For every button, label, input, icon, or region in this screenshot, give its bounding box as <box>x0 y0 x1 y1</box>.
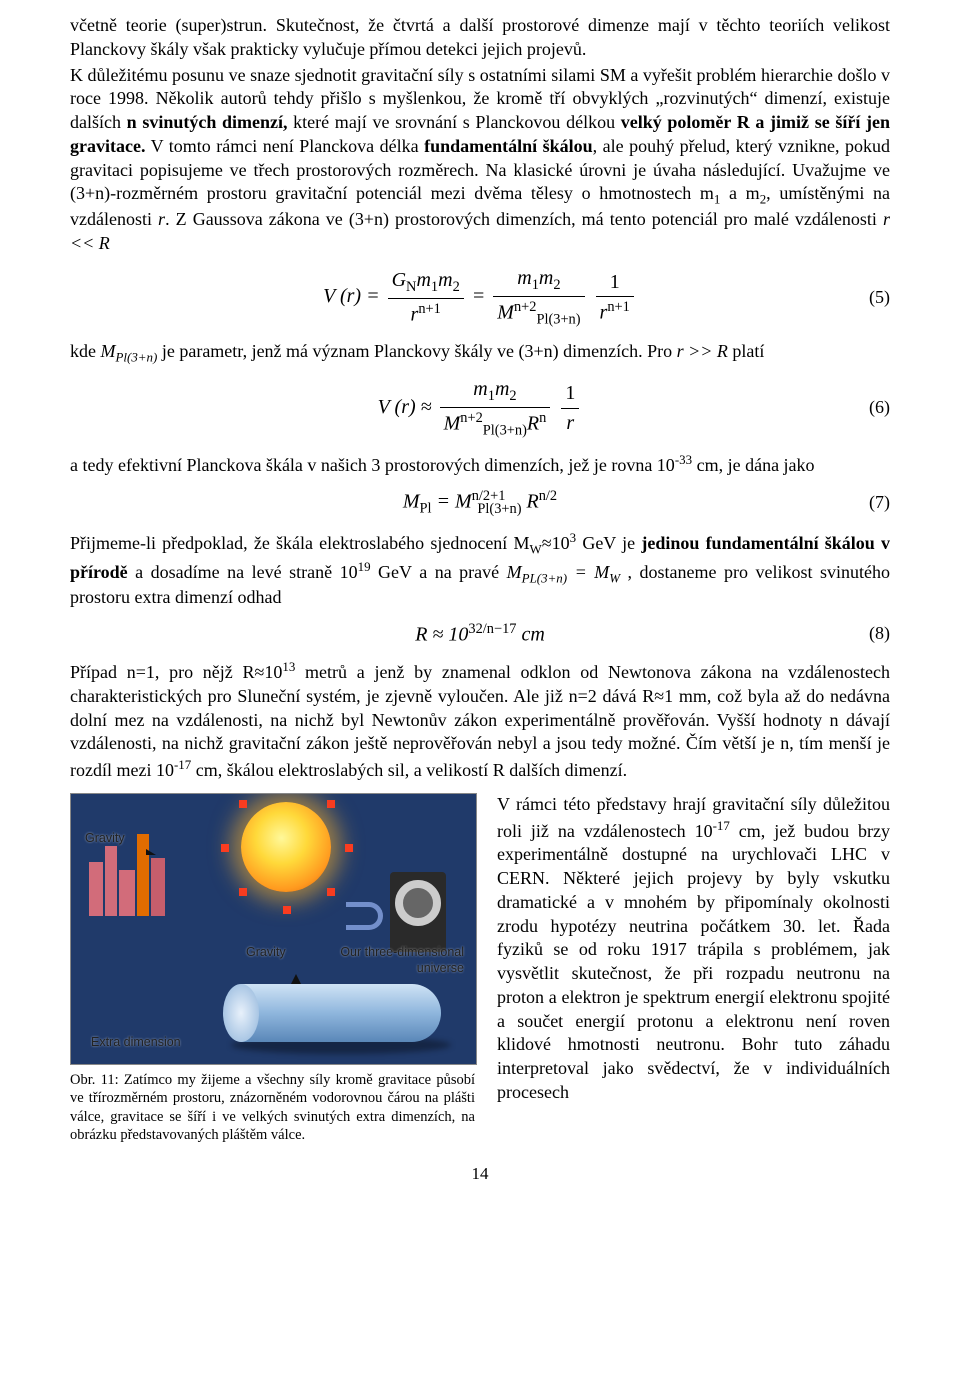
eq-fraction: 1 r <box>561 380 579 436</box>
text: GeV a na pravé <box>371 562 507 582</box>
fig-label-gravity-2: Gravity <box>246 944 286 961</box>
equation-body: V (r) = GNm1m2 rn+1 = m1m2 Mn+2Pl(3+n) 1… <box>323 265 637 330</box>
subscript: W <box>609 570 620 585</box>
body-paragraph: Případ n=1, pro nějž R≈1013 metrů a jenž… <box>70 658 890 783</box>
superscript: -33 <box>675 452 692 467</box>
text: cm, jež budou brzy experimentálně dostup… <box>497 821 890 1102</box>
figure-11-caption: Obr. 11: Zatímco my žijeme a všechny síl… <box>70 1071 475 1145</box>
subscript: Pl(3+n) <box>116 350 158 365</box>
text: a tedy efektivní Planckova škála v našic… <box>70 455 675 475</box>
sun-icon <box>241 802 331 892</box>
text: Případ n=1, pro nějž R≈10 <box>70 662 282 682</box>
text: ≈10 <box>542 533 570 553</box>
fig-label-gravity-1: Gravity <box>85 830 125 847</box>
equation-8: R ≈ 1032/n−17 cm (8) <box>70 620 890 648</box>
equation-body: R ≈ 1032/n−17 cm <box>415 620 545 648</box>
text: a dosadíme na levé straně 10 <box>128 562 358 582</box>
superscript: -17 <box>174 757 191 772</box>
figure-11: Gravity Gravity Extra dimension Our thre… <box>70 793 475 1145</box>
superscript: -17 <box>713 818 730 833</box>
eq-lhs: V (r) ≈ <box>378 396 432 418</box>
text-bold: n svinutých dimenzí, <box>127 112 288 132</box>
right-column-text: V rámci této představy hrají gravitační … <box>497 793 890 1145</box>
equation-number: (7) <box>869 491 890 515</box>
text: GeV je <box>576 533 641 553</box>
subscript: PL(3+n) <box>522 570 567 585</box>
body-paragraph: Přijmeme-li předpoklad, že škála elektro… <box>70 529 890 610</box>
equation-5: V (r) = GNm1m2 rn+1 = m1m2 Mn+2Pl(3+n) 1… <box>70 265 890 330</box>
body-paragraph: a tedy efektivní Planckova škála v našic… <box>70 451 890 478</box>
text: Přijmeme-li předpoklad, že škála elektro… <box>70 533 530 553</box>
text-italic: r >> R <box>677 341 728 361</box>
eq-lhs: V (r) = <box>323 285 379 307</box>
cylinder <box>241 984 441 1042</box>
speaker-icon <box>390 872 446 952</box>
eq-fraction: m1m2 Mn+2Pl(3+n) <box>493 265 584 330</box>
eq-fraction: 1 rn+1 <box>596 269 634 326</box>
text-italic: r <box>158 209 165 229</box>
equation-number: (8) <box>869 622 890 646</box>
fig-label-universe: Our three-dimensional universe <box>340 944 464 977</box>
body-paragraph: K důležitému posunu ve snaze sjednotit g… <box>70 64 890 256</box>
equation-body: V (r) ≈ m1m2 Mn+2Pl(3+n)Rn 1 r <box>378 376 583 441</box>
eq-fraction: GNm1m2 rn+1 <box>388 267 464 328</box>
text: a m <box>720 183 759 203</box>
body-paragraph: včetně teorie (super)strun. Skutečnost, … <box>70 14 890 62</box>
eq-fraction: m1m2 Mn+2Pl(3+n)Rn <box>440 376 551 441</box>
superscript: 19 <box>358 559 371 574</box>
subscript: W <box>530 542 542 557</box>
equation-body: MPl = Mn/2+1Pl(3+n) Rn/2 <box>403 487 557 519</box>
equation-7: MPl = Mn/2+1Pl(3+n) Rn/2 (7) <box>70 487 890 519</box>
text: V tomto rámci není Planckova délka <box>145 136 424 156</box>
text-italic: M <box>101 341 116 361</box>
figure-and-text-row: Gravity Gravity Extra dimension Our thre… <box>70 793 890 1145</box>
text-italic: M <box>507 562 522 582</box>
equation-number: (6) <box>869 396 890 420</box>
equation-6: V (r) ≈ m1m2 Mn+2Pl(3+n)Rn 1 r (6) <box>70 376 890 441</box>
text-italic: = M <box>567 562 609 582</box>
eq-eq: = <box>472 285 491 307</box>
figure-11-image: Gravity Gravity Extra dimension Our thre… <box>70 793 477 1065</box>
text: cm, je dána jako <box>692 455 814 475</box>
text: kde <box>70 341 101 361</box>
page-number: 14 <box>70 1163 890 1185</box>
text: které mají ve srovnání s Planckovou délk… <box>288 112 621 132</box>
text-bold: fundamentální škálou <box>424 136 593 156</box>
arrow-icon <box>146 849 156 855</box>
text: . Z Gaussova zákona ve (3+n) prostorovýc… <box>165 209 883 229</box>
text: je parametr, jenž má význam Planckovy šk… <box>157 341 676 361</box>
arrow-icon <box>291 974 301 984</box>
superscript: 13 <box>282 659 295 674</box>
equation-number: (5) <box>869 286 890 310</box>
text: platí <box>728 341 765 361</box>
text: včetně teorie (super)strun. Skutečnost, … <box>70 15 890 59</box>
body-paragraph: kde MPl(3+n) je parametr, jenž má význam… <box>70 340 890 366</box>
text: cm, škálou elektroslabých sil, a velikos… <box>191 760 627 780</box>
fig-label-extra-dim: Extra dimension <box>91 1034 181 1051</box>
